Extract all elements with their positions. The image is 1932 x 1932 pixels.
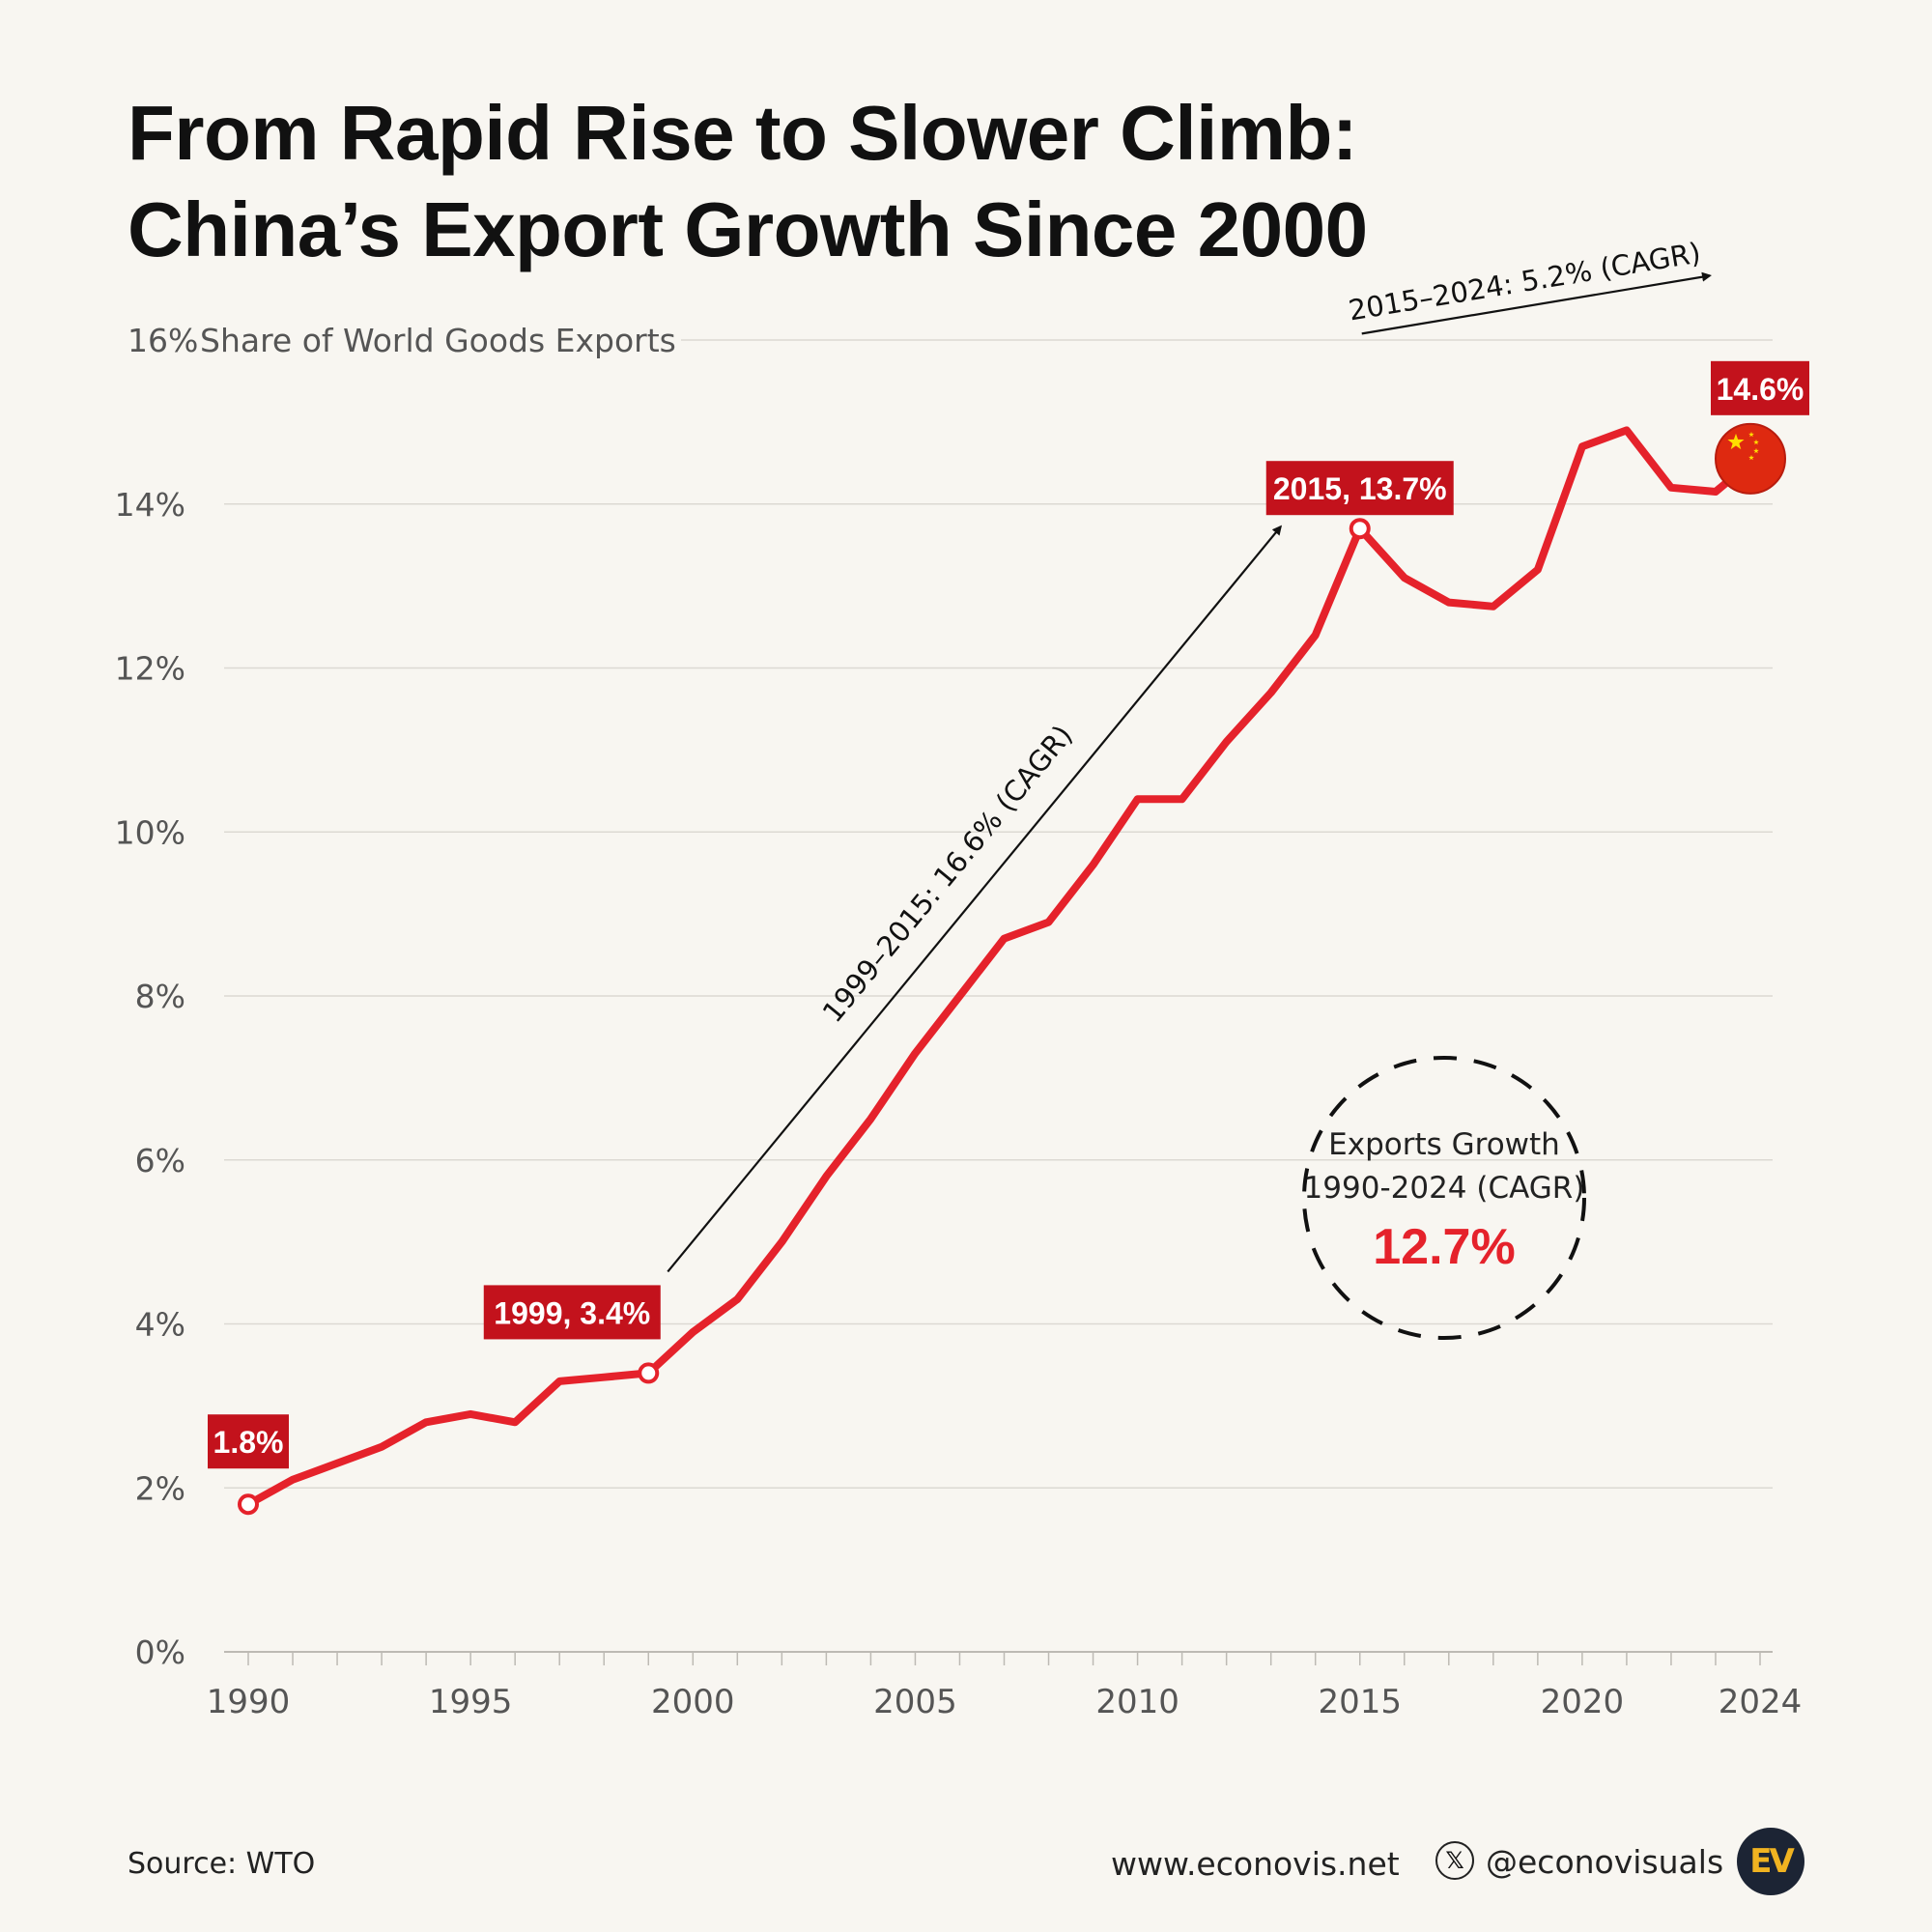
title-line-1: From Rapid Rise to Slower Climb: [128, 90, 1358, 176]
y-tick-label-10: 10% [115, 813, 185, 851]
y-axis-title: Share of World Goods Exports [200, 322, 676, 359]
annotation-1999-2015: 1999–2015: 16.6% (CAGR) [816, 719, 1079, 1029]
y-tick-label-4: 4% [135, 1306, 185, 1344]
annotation-2015-2024: 2015–2024: 5.2% (CAGR) [1347, 236, 1703, 327]
highlight-label-text: 1999, 3.4% [494, 1295, 650, 1330]
highlight-label-bg [1265, 461, 1454, 516]
x-tick-label-1995: 1995 [429, 1683, 513, 1721]
callout-line-1: Exports Growth [1328, 1127, 1560, 1162]
y-tick-label-12: 12% [115, 650, 185, 688]
x-social-icon: 𝕏 [1435, 1841, 1474, 1880]
x-tick-label-2024: 2024 [1719, 1683, 1803, 1721]
flag-small-star [1748, 454, 1754, 461]
footer: Source: WTO www.econovis.net 𝕏 @econovis… [0, 1826, 1932, 1895]
highlight-label-text: 14.6% [1717, 372, 1804, 407]
highlight-label-1990: 1.8% [208, 1414, 289, 1469]
cagr-callout: Exports Growth 1990-2024 (CAGR) 12.7% [1302, 1056, 1586, 1340]
y-tick-label-8: 8% [135, 978, 185, 1015]
y-tick-label-2: 2% [135, 1469, 185, 1507]
econovisuals-logo: EV [1737, 1828, 1804, 1895]
chart-title: From Rapid Rise to Slower Climb: China’s… [128, 85, 1770, 278]
y-tick-label-6: 6% [135, 1142, 185, 1179]
y-tick-label-0: 0% [135, 1634, 185, 1671]
highlight-marker-1990 [238, 1493, 259, 1516]
highlight-label-text: 2015, 13.7% [1273, 471, 1447, 506]
y-tick-label-14: 14% [115, 486, 185, 524]
source-note: Source: WTO [128, 1847, 316, 1881]
highlight-label-2024: 14.6% [1711, 360, 1809, 415]
china-flag-icon [1715, 422, 1786, 495]
highlight-label-bg [483, 1285, 661, 1340]
flag-small-star [1753, 447, 1759, 454]
x-tick-label-1990: 1990 [207, 1683, 291, 1721]
title-line-2: China’s Export Growth Since 2000 [128, 186, 1368, 272]
flag-small-star [1753, 439, 1759, 445]
flag-big-star [1727, 433, 1745, 450]
highlight-label-1999: 1999, 3.4% [483, 1285, 661, 1340]
flag-small-star [1748, 431, 1754, 438]
highlight-marker-2015 [1349, 518, 1371, 540]
x-tick-label-2010: 2010 [1095, 1683, 1179, 1721]
highlight-label-bg [208, 1414, 289, 1469]
series-line-china [244, 426, 1764, 1509]
x-tick-label-2015: 2015 [1318, 1683, 1402, 1721]
website-link[interactable]: www.econovis.net [1111, 1845, 1400, 1883]
highlight-label-2015: 2015, 13.7% [1265, 461, 1454, 516]
callout-value: 12.7% [1373, 1219, 1515, 1275]
x-tick-label-2000: 2000 [651, 1683, 735, 1721]
highlight-label-text: 1.8% [213, 1425, 284, 1460]
y-tick-label-16: 16% [128, 322, 198, 359]
callout-dashed-circle [1302, 1056, 1586, 1340]
highlight-marker-1999 [638, 1362, 660, 1384]
arrow-2015-2024 [1361, 271, 1712, 335]
callout-line-2: 1990-2024 (CAGR) [1304, 1171, 1585, 1206]
arrow-1999-2015 [667, 525, 1283, 1273]
highlight-label-bg [1711, 360, 1809, 415]
social-handle[interactable]: @econovisuals [1486, 1843, 1724, 1881]
x-tick-label-2020: 2020 [1541, 1683, 1625, 1721]
x-tick-label-2005: 2005 [873, 1683, 957, 1721]
